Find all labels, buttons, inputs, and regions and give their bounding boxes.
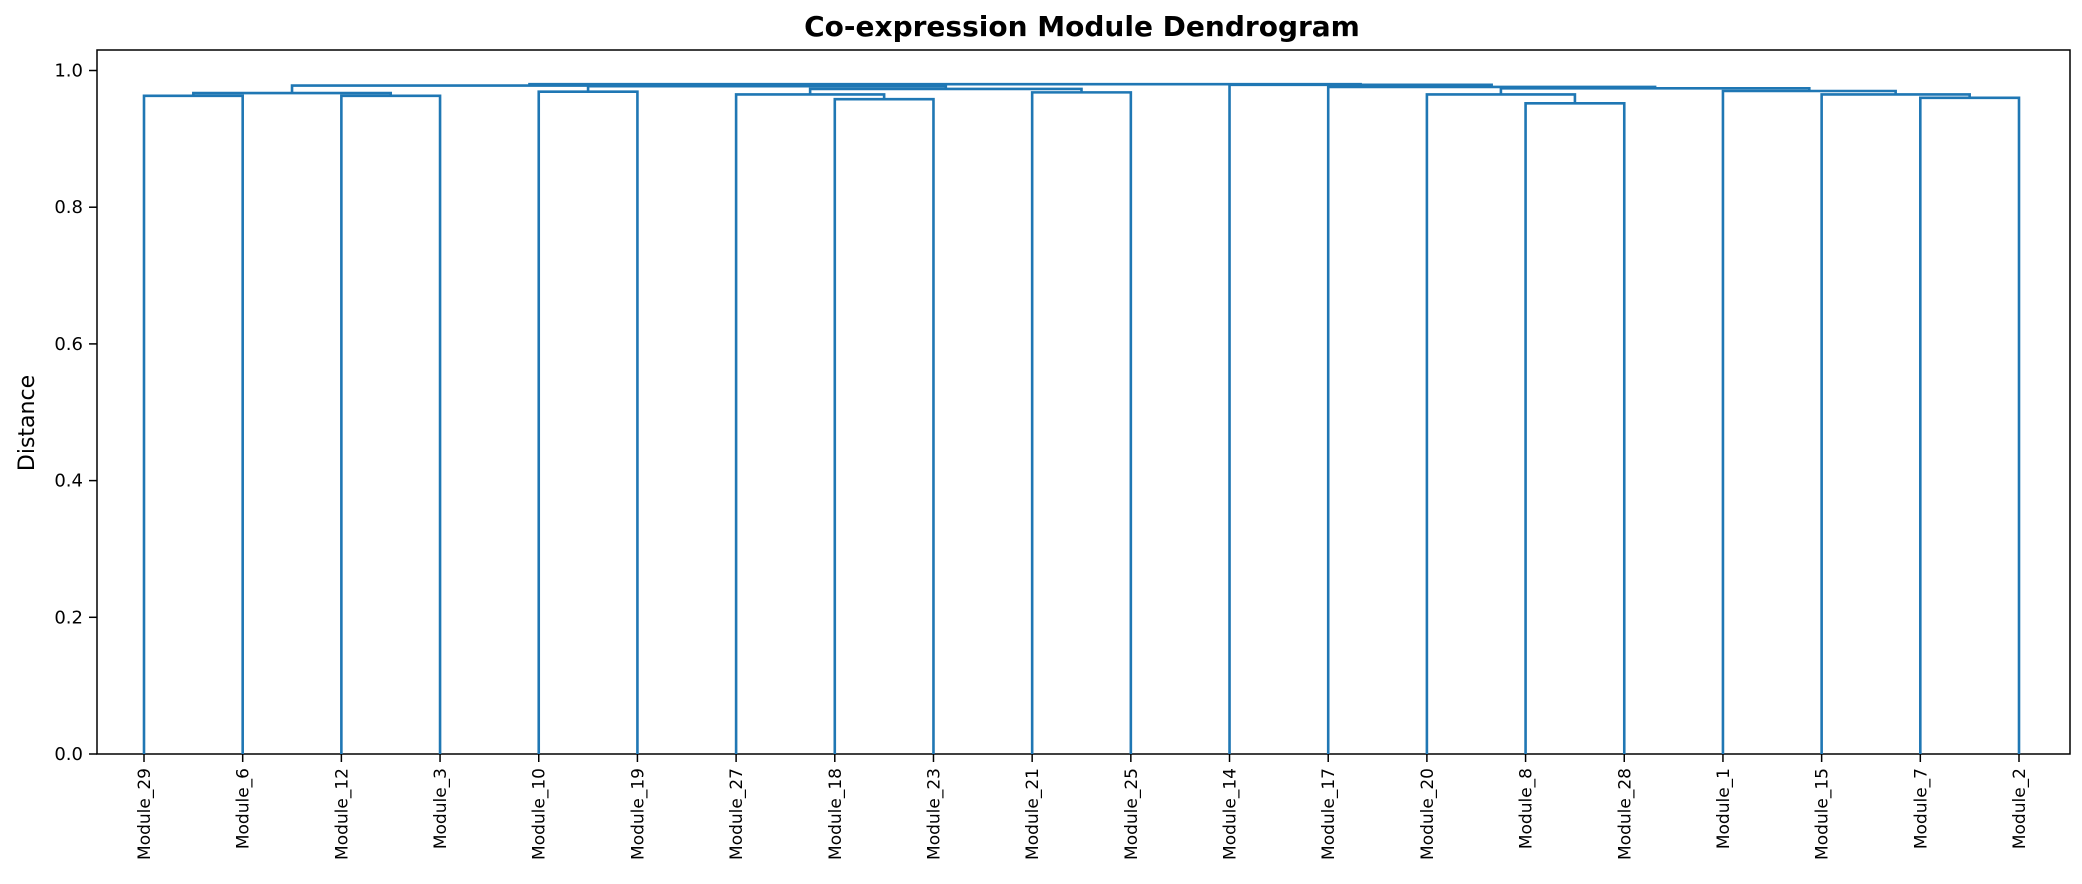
leaf-label-module-2: Module_2: [2010, 768, 2030, 849]
leaf-label-module-28: Module_28: [1615, 768, 1635, 860]
leaf-label-module-15: Module_15: [1813, 768, 1833, 860]
dendrogram-link: [340, 94, 442, 754]
leaf-label-module-3: Module_3: [431, 768, 451, 849]
y-tick-label: 1.0: [54, 61, 83, 82]
chart-title: Co-expression Module Dendrogram: [804, 10, 1360, 43]
dendrogram-link: [142, 94, 244, 754]
leaf-label-module-7: Module_7: [1911, 768, 1931, 849]
leaf-label-module-20: Module_20: [1418, 768, 1438, 860]
dendrogram-link: [833, 97, 935, 754]
dendrogram-link: [1326, 85, 1657, 754]
y-tick-label: 0.0: [54, 744, 83, 765]
plot-frame: [96, 49, 2071, 755]
leaf-label-module-8: Module_8: [1517, 768, 1537, 849]
leaf-label-module-21: Module_21: [1023, 768, 1043, 860]
leaf-label-module-6: Module_6: [234, 768, 254, 849]
leaf-label-module-19: Module_19: [628, 768, 648, 860]
y-tick-label: 0.4: [54, 471, 83, 492]
y-tick-label: 0.2: [54, 607, 83, 628]
dendrogram-branches: [142, 82, 2021, 754]
leaf-label-module-27: Module_27: [727, 768, 747, 860]
leaf-label-module-23: Module_23: [924, 768, 944, 860]
leaf-label-module-1: Module_1: [1714, 768, 1734, 849]
leaf-label-module-10: Module_10: [530, 768, 550, 860]
dendrogram-link: [1425, 93, 1577, 754]
leaf-label-module-14: Module_14: [1221, 768, 1241, 860]
dendrogram-link: [1820, 93, 1971, 754]
y-tick-label: 0.8: [54, 197, 83, 218]
dendrogram-link: [1919, 96, 2021, 754]
dendrogram-link: [1228, 83, 1493, 754]
leaf-label-module-12: Module_12: [332, 768, 352, 860]
dendrogram-link: [1721, 89, 1897, 754]
dendrogram-link: [528, 82, 1362, 86]
dendrogram-link: [192, 91, 393, 96]
y-axis-label: Distance: [15, 375, 40, 471]
y-tick-label: 0.6: [54, 334, 83, 355]
leaf-label-module-25: Module_25: [1122, 768, 1142, 860]
dendrogram-link: [734, 93, 886, 754]
leaf-labels: Module_29 Module_6 Module_12 Module_3 Module…: [135, 754, 2030, 860]
dendrogram-link: [1030, 91, 1133, 754]
dendrogram-link: [1524, 102, 1626, 754]
leaf-label-module-18: Module_18: [826, 768, 846, 860]
leaf-label-module-17: Module_17: [1319, 768, 1339, 860]
leaf-label-module-29: Module_29: [135, 768, 155, 860]
y-axis-ticks: 0.0 0.2 0.4 0.6 0.8 1.0: [54, 61, 97, 765]
dendrogram-link: [537, 90, 639, 754]
